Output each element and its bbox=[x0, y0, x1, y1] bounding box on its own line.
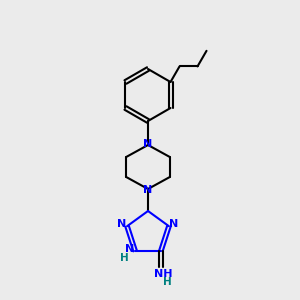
Text: N: N bbox=[118, 219, 127, 229]
Text: N: N bbox=[143, 185, 153, 195]
Text: N: N bbox=[143, 139, 153, 149]
Text: N: N bbox=[125, 244, 135, 254]
Text: H: H bbox=[163, 277, 171, 287]
Text: NH: NH bbox=[154, 269, 172, 279]
Text: N: N bbox=[169, 219, 178, 229]
Text: H: H bbox=[120, 253, 128, 263]
